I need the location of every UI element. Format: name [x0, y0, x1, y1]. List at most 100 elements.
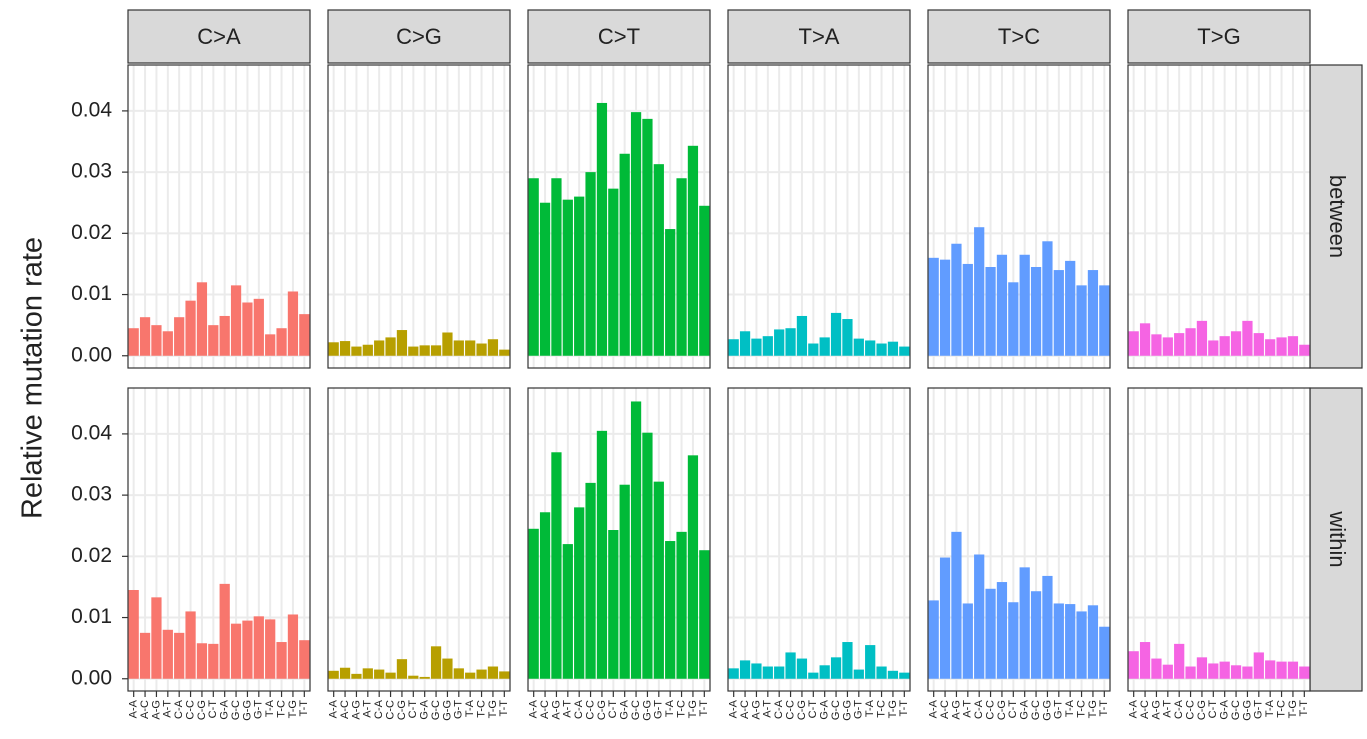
- bar: [465, 672, 476, 679]
- bar: [539, 512, 551, 679]
- y-axis-title: Relative mutation rate: [17, 237, 49, 519]
- bar: [653, 164, 664, 356]
- panel-bg: [728, 388, 910, 691]
- x-tick-label: G-T: [653, 700, 665, 719]
- bar: [699, 205, 710, 356]
- bar: [1287, 336, 1299, 356]
- facet-strip: [927, 9, 1111, 64]
- x-tick-label: T-A: [1064, 699, 1076, 717]
- bar: [196, 643, 208, 679]
- panel-border: [1127, 387, 1311, 692]
- bar: [1019, 567, 1030, 679]
- bar: [276, 328, 287, 356]
- x-tick-label: A-G: [150, 700, 162, 720]
- x-tick-label: A-C: [339, 700, 351, 719]
- bar: [453, 668, 464, 679]
- x-tick-label: C-T: [807, 700, 819, 719]
- bar: [396, 330, 408, 356]
- x-tick-label: C-G: [1196, 700, 1208, 720]
- bar: [830, 312, 842, 356]
- facet-label: T>C: [998, 24, 1040, 49]
- facet-strip: [327, 9, 511, 64]
- bar: [1053, 603, 1064, 679]
- bar: [162, 629, 173, 679]
- bar: [785, 652, 796, 679]
- bar: [1208, 340, 1219, 356]
- x-tick-label: T-C: [1275, 700, 1287, 718]
- x-tick-label: G-T: [1053, 700, 1065, 719]
- y-tick-label: 0.03: [71, 483, 112, 506]
- bar: [174, 632, 185, 679]
- x-tick-label: G-T: [253, 700, 265, 719]
- bar: [676, 178, 687, 356]
- bar: [642, 432, 653, 679]
- x-tick-label: G-A: [419, 699, 431, 719]
- bar: [442, 332, 453, 356]
- bar: [1253, 333, 1264, 356]
- bar: [487, 339, 499, 356]
- bar: [808, 672, 819, 679]
- x-tick-label: G-G: [1241, 700, 1253, 721]
- bar: [408, 675, 419, 679]
- panel-border: [527, 64, 711, 369]
- bar: [453, 340, 464, 356]
- bar: [430, 345, 442, 356]
- x-tick-label: A-T: [162, 700, 174, 718]
- bar: [619, 153, 630, 356]
- bar: [162, 331, 173, 356]
- x-tick-label: G-T: [853, 700, 865, 719]
- bar: [951, 243, 962, 356]
- bar: [430, 646, 442, 679]
- facet-label: within: [1325, 510, 1350, 567]
- facet-label: between: [1325, 175, 1350, 258]
- bar: [642, 118, 653, 356]
- bar: [1219, 336, 1230, 356]
- x-tick-label: T-T: [1098, 700, 1110, 717]
- bar: [630, 401, 642, 679]
- bar: [562, 544, 573, 679]
- bar: [374, 669, 385, 679]
- bar: [242, 620, 253, 679]
- bar: [876, 666, 887, 679]
- bar: [287, 614, 299, 679]
- x-tick-label: A-A: [528, 699, 540, 718]
- panel-bg: [728, 65, 910, 368]
- x-tick-label: C-A: [773, 699, 785, 719]
- bar: [219, 315, 230, 356]
- bar: [253, 298, 264, 356]
- y-tick-label: 0.00: [71, 666, 112, 689]
- bar: [1208, 663, 1219, 679]
- bar: [208, 325, 219, 356]
- bar: [853, 669, 864, 679]
- bar: [139, 317, 151, 356]
- bar: [1042, 575, 1053, 679]
- bar: [985, 588, 996, 679]
- x-tick-label: G-A: [619, 699, 631, 719]
- facet-label: C>A: [197, 24, 241, 49]
- bar: [351, 673, 362, 679]
- y-tick-label: 0.02: [71, 221, 112, 244]
- bar: [551, 452, 562, 679]
- panel-border: [927, 64, 1111, 369]
- x-tick-label: C-T: [1007, 700, 1019, 719]
- bar: [1008, 602, 1019, 679]
- panel-border: [327, 64, 511, 369]
- bar: [362, 344, 373, 356]
- bar: [1253, 652, 1264, 679]
- bar: [585, 172, 596, 356]
- bar: [499, 671, 510, 679]
- bar: [796, 658, 808, 679]
- bar: [899, 672, 910, 679]
- bar: [265, 334, 276, 356]
- bar: [185, 300, 196, 356]
- bar: [865, 645, 876, 679]
- bar: [619, 484, 630, 679]
- x-tick-label: T-T: [698, 700, 710, 717]
- bar: [1076, 611, 1087, 679]
- bar: [951, 531, 962, 679]
- bar: [774, 666, 785, 679]
- x-tick-label: C-G: [996, 700, 1008, 720]
- bar: [351, 346, 362, 356]
- x-tick-label: C-G: [396, 700, 408, 720]
- x-tick-label: C-T: [407, 700, 419, 719]
